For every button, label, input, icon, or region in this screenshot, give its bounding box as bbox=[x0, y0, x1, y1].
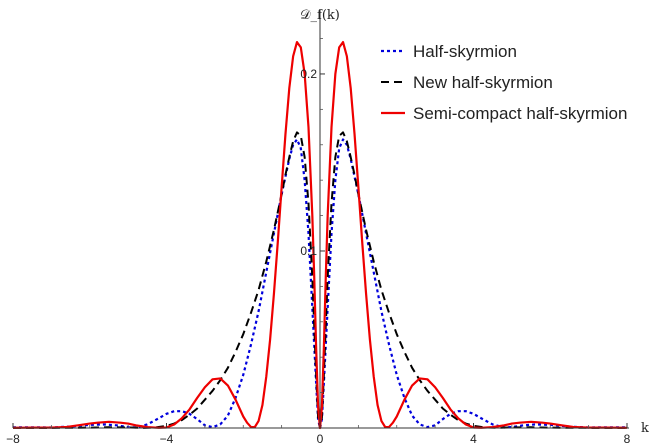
x-ticks: −8 −4 0 4 8 bbox=[6, 423, 631, 446]
y-axis-label: 𝒟_f(k) bbox=[300, 8, 340, 23]
legend-label: New half-skyrmion bbox=[413, 73, 553, 92]
y-ticks: 0.1 0.2 bbox=[300, 38, 325, 393]
legend-item-semi-compact-half-skyrmion: Semi-compact half-skyrmion bbox=[381, 104, 627, 123]
legend-item-new-half-skyrmion: New half-skyrmion bbox=[381, 73, 553, 92]
x-tick-label: 0 bbox=[317, 432, 324, 446]
x-tick-label: −8 bbox=[6, 432, 20, 446]
y-tick-label: 0.2 bbox=[300, 67, 317, 81]
axes-layer: −8 −4 0 4 8 0.1 0.2 k 𝒟_f(k) bbox=[6, 8, 649, 446]
x-tick-label: −4 bbox=[160, 432, 174, 446]
legend-item-half-skyrmion: Half-skyrmion bbox=[381, 42, 517, 61]
legend: Half-skyrmion New half-skyrmion Semi-compa… bbox=[381, 42, 627, 123]
x-tick-label: 8 bbox=[624, 432, 631, 446]
legend-label: Half-skyrmion bbox=[413, 42, 517, 61]
legend-label: Semi-compact half-skyrmion bbox=[413, 104, 627, 123]
x-tick-label: 4 bbox=[470, 432, 477, 446]
x-axis-label: k bbox=[641, 421, 649, 436]
y-tick-label: 0.1 bbox=[300, 244, 317, 258]
